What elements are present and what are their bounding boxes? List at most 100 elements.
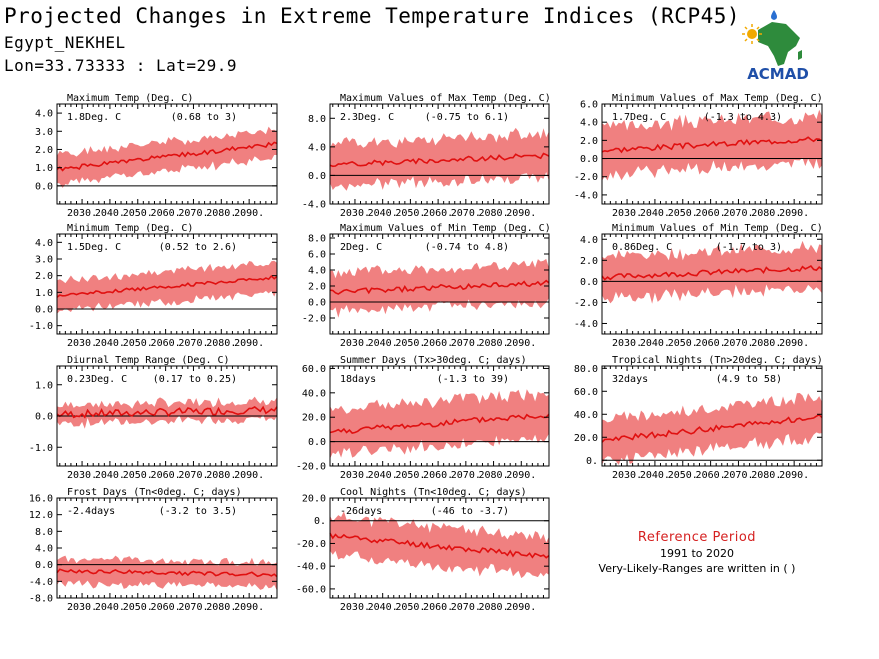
x-tick-label: 2040.	[95, 602, 125, 613]
x-tick-label: 2030.	[612, 208, 642, 219]
x-tick-label: 2050.	[123, 338, 153, 349]
x-tick-label: 2050.	[668, 208, 698, 219]
likely-range-band	[330, 511, 549, 579]
x-tick-label: 2060.	[696, 208, 726, 219]
panel-title: Tropical Nights (Tn>20deg. C; days)	[612, 355, 823, 366]
y-tick-label: -4.0	[29, 577, 53, 588]
median-change-line	[329, 279, 550, 295]
projected-change: 1.8Deg. C	[67, 112, 121, 123]
x-tick-label: 2070.	[178, 470, 208, 481]
y-tick-label: 0.0	[308, 437, 326, 448]
projected-change: 1.7Deg. C	[612, 112, 666, 123]
x-tick-label: 2030.	[67, 208, 97, 219]
panel-title: Minimum Values of Min Temp (Deg. C)	[612, 223, 823, 234]
y-tick-label: -2.0	[302, 314, 326, 325]
x-tick-label: 2030.	[340, 338, 370, 349]
figure-title: Projected Changes in Extreme Temperature…	[4, 4, 741, 28]
median-change-line	[601, 136, 823, 154]
x-tick-label: 2070.	[178, 338, 208, 349]
y-tick-label: -4.0	[574, 190, 598, 201]
panel-title: Summer Days (Tx>30deg. C; days)	[340, 355, 527, 366]
panel-title: Minimum Temp (Deg. C)	[67, 223, 193, 234]
x-tick-label: 2060.	[151, 208, 181, 219]
plot-frame	[56, 233, 278, 335]
y-tick-label: 6.0	[580, 100, 598, 111]
y-tick-label: 1.0	[35, 163, 53, 174]
likely-range-band	[602, 109, 822, 181]
y-tick-label: 40.0	[574, 410, 598, 421]
y-tick-label: 4.0	[35, 238, 53, 249]
y-tick-label: 8.0	[308, 114, 326, 125]
chart-panel-10: 2030.2040.2050.2060.2070.2080.2090. -8.0 -…	[29, 487, 278, 613]
projected-change: -26days	[340, 506, 382, 517]
x-tick-label: 2090.	[506, 602, 536, 613]
y-tick-label: 16.0	[29, 494, 53, 505]
x-tick-label: 2090.	[234, 208, 264, 219]
x-tick-label: 2060.	[696, 338, 726, 349]
chart-panel-11: 2030.2040.2050.2060.2070.2080.2090. -60.0…	[296, 487, 550, 613]
median-change-line	[56, 568, 278, 578]
x-tick-label: 2030.	[340, 602, 370, 613]
y-tick-label: 20.0	[574, 433, 598, 444]
x-tick-label: 2050.	[395, 470, 425, 481]
y-tick-label: 3.0	[35, 127, 53, 138]
chart-panel-4: 2030.2040.2050.2060.2070.2080.2090. -1.0 0…	[29, 223, 278, 349]
projected-change: 2.3Deg. C	[340, 112, 394, 123]
x-tick-label: 2090.	[779, 470, 809, 481]
y-tick-label: -2.0	[574, 172, 598, 183]
x-tick-label: 2030.	[67, 470, 97, 481]
panel-title: Maximum Values of Min Temp (Deg. C)	[340, 223, 551, 234]
y-tick-label: 4.0	[35, 109, 53, 120]
y-tick-label: 0.	[586, 456, 598, 467]
x-tick-label: 2090.	[506, 338, 536, 349]
x-tick-label: 2080.	[751, 338, 781, 349]
y-tick-label: 1.0	[35, 288, 53, 299]
y-tick-label: 8.0	[308, 234, 326, 245]
x-tick-label: 2070.	[723, 470, 753, 481]
x-tick-label: 2080.	[751, 208, 781, 219]
x-tick-label: 2050.	[395, 338, 425, 349]
y-tick-label: 4.0	[580, 118, 598, 129]
y-tick-label: 0.0	[308, 171, 326, 182]
projected-change: 18days	[340, 374, 376, 385]
x-tick-label: 2090.	[234, 338, 264, 349]
x-tick-label: 2050.	[123, 602, 153, 613]
y-tick-label: 0.0	[580, 277, 598, 288]
x-tick-label: 2090.	[779, 208, 809, 219]
y-tick-label: 8.0	[35, 527, 53, 538]
panel-title: Cool Nights (Tn<10deg. C; days)	[340, 487, 527, 498]
raindrop-icon	[771, 10, 777, 20]
x-tick-label: 2080.	[479, 338, 509, 349]
y-tick-label: -8.0	[29, 594, 53, 605]
x-tick-label: 2080.	[479, 470, 509, 481]
y-tick-label: -2.0	[574, 298, 598, 309]
x-tick-label: 2060.	[151, 470, 181, 481]
reference-period-years: 1991 to 2020	[659, 547, 735, 560]
panel-title: Diurnal Temp Range (Deg. C)	[67, 355, 230, 366]
y-tick-label: -20.0	[296, 539, 326, 550]
y-tick-label: 4.0	[308, 266, 326, 277]
likely-range-band	[330, 127, 549, 191]
x-tick-label: 2030.	[67, 602, 97, 613]
x-tick-label: 2040.	[640, 208, 670, 219]
reference-period-legend: Reference Period 1991 to 2020 Very-Likel…	[580, 530, 814, 575]
projected-change: 0.86Deg. C	[612, 242, 672, 253]
y-tick-label: 60.0	[574, 387, 598, 398]
plot-frame	[601, 103, 823, 205]
acmad-logo: ACMAD	[736, 8, 820, 83]
y-tick-label: -4.0	[574, 319, 598, 330]
x-tick-label: 2070.	[723, 208, 753, 219]
station-coordinates: Lon=33.73333 : Lat=29.9	[4, 56, 238, 75]
y-tick-label: 0.	[314, 516, 326, 527]
projected-change: 0.23Deg. C	[67, 374, 127, 385]
x-tick-label: 2080.	[206, 338, 236, 349]
station-name: Egypt_NEKHEL	[4, 33, 126, 52]
y-tick-label: 4.0	[308, 142, 326, 153]
x-tick-label: 2070.	[723, 338, 753, 349]
x-tick-label: 2040.	[368, 208, 398, 219]
reference-period-title: Reference Period	[637, 530, 757, 545]
y-tick-label: 3.0	[35, 255, 53, 266]
y-tick-label: -1.0	[29, 321, 53, 332]
x-tick-label: 2050.	[668, 338, 698, 349]
x-tick-label: 2080.	[206, 470, 236, 481]
